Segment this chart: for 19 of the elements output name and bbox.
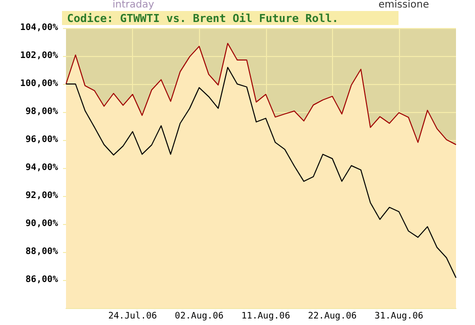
text: emissione	[378, 0, 429, 10]
text: intraday	[112, 0, 154, 10]
y-tick-label: 104,00%	[20, 23, 59, 33]
line-series	[66, 66, 456, 278]
x-tick-label: 24.Jul.06	[108, 312, 157, 322]
y-tick-label: 102,00%	[20, 51, 59, 61]
y-tick-label: 92,00%	[25, 191, 59, 201]
y-tick-label: 90,00%	[25, 219, 59, 229]
x-tick-label: 31.Aug.06	[374, 312, 424, 322]
chart-title: Codice: GTWWTI vs. Brent Oil Future Roll.	[67, 12, 339, 25]
y-tick-label: 98,00%	[25, 107, 59, 117]
x-tick-label: 02.Aug.06	[174, 312, 224, 322]
x-tick-label: 11.Aug.06	[241, 312, 290, 322]
y-tick-label: 96,00%	[25, 135, 59, 145]
y-tick-label: 86,00%	[25, 275, 59, 285]
y-tick-label: 88,00%	[25, 247, 59, 257]
y-tick-label: 100,00%	[20, 79, 59, 89]
x-tick-label: 22.Aug.06	[308, 312, 357, 322]
y-tick-label: 94,00%	[25, 163, 59, 173]
